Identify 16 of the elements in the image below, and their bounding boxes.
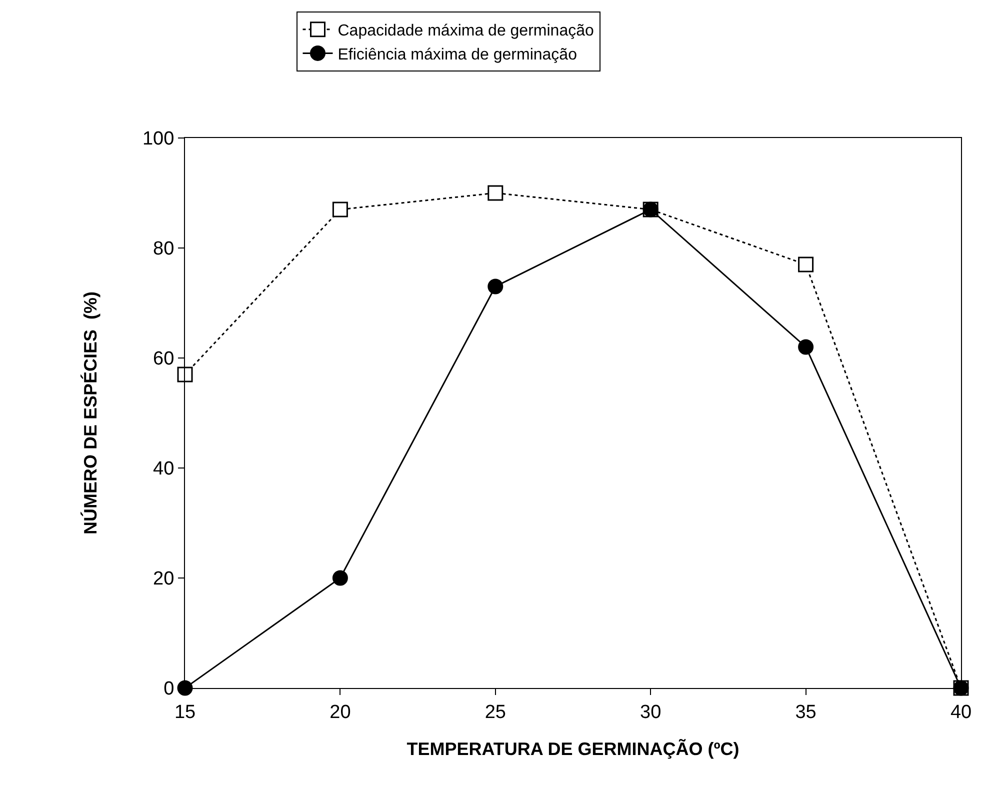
x-tick-label: 20 xyxy=(330,702,351,723)
y-tick-label: 100 xyxy=(142,128,174,150)
y-tick-label: 60 xyxy=(153,348,174,370)
x-tick-label: 30 xyxy=(640,702,662,723)
y-tick-label: 80 xyxy=(153,238,174,260)
y-axis-title: NÚMERO DE ESPÉCIES (%) xyxy=(80,291,101,535)
x-tick-label: 15 xyxy=(174,702,196,723)
y-tick-label: 20 xyxy=(153,568,174,590)
x-tick-label: 40 xyxy=(950,702,972,723)
legend-label: Eficiência máxima de germinação xyxy=(338,46,578,64)
x-axis-title: TEMPERATURA DE GERMINAÇÃO (ºC) xyxy=(406,738,740,759)
legend-label: Capacidade máxima de germinação xyxy=(338,22,594,40)
y-tick-label: 40 xyxy=(153,458,174,480)
y-tick-label: 0 xyxy=(164,678,174,700)
x-tick-label: 25 xyxy=(484,702,506,723)
x-tick-label: 35 xyxy=(795,702,816,723)
